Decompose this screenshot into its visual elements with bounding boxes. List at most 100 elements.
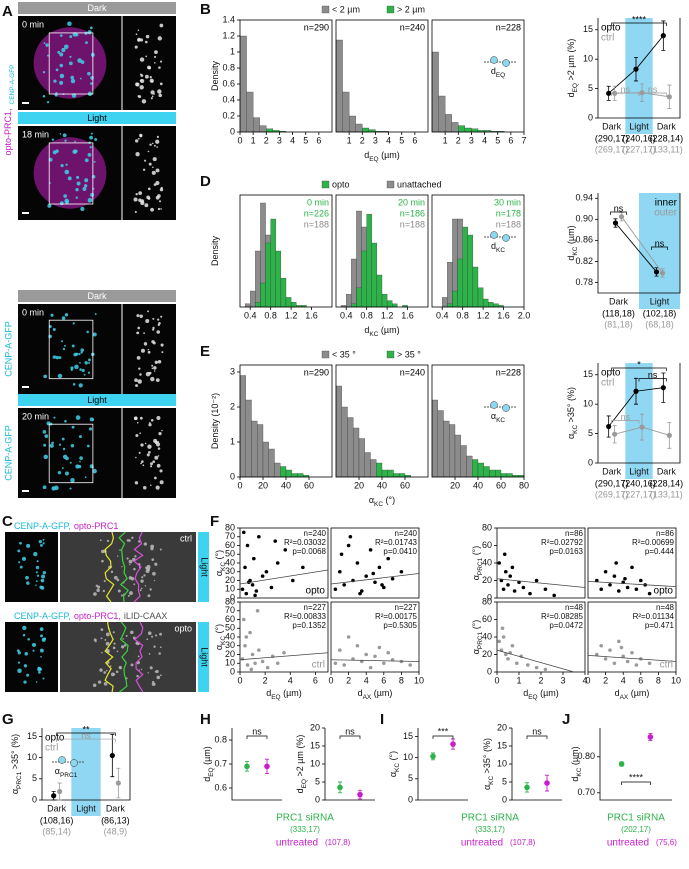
point [243,565,247,570]
point [621,654,625,659]
spot [59,80,64,85]
hist-bar [255,250,261,308]
spot [42,570,47,575]
spot [72,322,75,325]
point [390,576,395,581]
label-part: (µm) [566,225,576,246]
spot [121,645,125,649]
subplot-label: 30 min [494,197,521,207]
condition-bar [18,112,176,124]
point [659,270,666,276]
spot [144,585,147,587]
label-part: KC [369,331,378,338]
hist-bar [381,294,388,308]
axis-label: αPRC1 (°) [471,546,484,581]
stat-label: R²=0.00833 [284,612,327,621]
spot [135,192,138,196]
spot [57,470,62,475]
spot [135,433,139,437]
label-part: d [202,777,212,782]
axis-label: dAX (µm) [358,688,393,701]
spot [116,578,120,582]
spot [76,181,81,186]
x-tick-label: 0 [585,675,590,685]
spot [150,465,153,468]
spot [126,539,130,542]
point [625,659,630,664]
y-tick-label: 60 [482,540,492,550]
spot [87,371,91,374]
spot [147,594,151,598]
hist-bar [477,287,484,308]
sig-bracket [56,738,116,743]
point [257,648,261,652]
point [515,661,519,666]
spot [42,71,46,74]
hist-bar [265,242,271,308]
spot [92,332,97,337]
spot [154,455,159,460]
image-ylabel: CENP-A-GFP [3,321,13,377]
stat-label: R²=0.03032 [284,538,327,547]
spot [74,140,76,143]
x-tick-label: 1 [516,675,521,685]
condition-label: Light [200,647,210,667]
spot [65,163,68,166]
trajectory [104,621,114,693]
spot [81,368,85,373]
x-tick-label: 6 [412,135,417,145]
hist-bar [356,287,362,308]
spot [49,182,51,184]
point [552,593,556,598]
spot [135,82,140,87]
subplot-label: n=228 [496,367,521,377]
axis-label: dEQ >2 µm (%) [566,39,579,98]
subplot-label: n=178 [496,208,521,218]
subplot-label: n=188 [496,219,521,229]
hist-bar [483,466,490,478]
label-part: KC [220,562,227,571]
spot [80,206,85,212]
stat-label: n=48 [565,603,584,612]
hist-bar [371,242,378,308]
spot [87,197,93,203]
x-tick-label: 20 [354,480,364,490]
spot [146,638,149,641]
legend-label: opto [601,368,621,379]
spot [59,133,62,135]
point [338,648,342,652]
spot [103,681,108,686]
axis-label: dEQ (µm) [202,746,215,782]
point [244,591,249,596]
label-part: α [214,645,224,650]
x-tick-label: 1.6 [305,310,318,320]
time-label: 0 min [22,19,44,29]
spot [154,50,158,55]
point [618,761,625,767]
panel-letter: D [200,173,211,190]
label-part: (°) [388,751,398,763]
y-tick-label: 0 [230,471,235,481]
spot [137,29,140,31]
hist-bar [341,406,348,478]
spot [139,432,141,435]
y-tick-label: 0.82 [575,256,593,266]
y-tick-label: 15 [583,369,593,379]
label-part: EQ [496,72,505,79]
stat-label: p=0.0163 [549,547,583,556]
spot [94,313,97,315]
point [368,548,373,552]
stat-label: p=0.444 [645,547,675,556]
panel-letter: B [200,1,211,18]
spot [133,583,136,586]
spot [155,168,160,173]
y-tick-label: 1.4 [222,14,235,24]
label-part: d [566,92,576,97]
x-tick-label: 0 [494,675,499,685]
sig-bracket [56,732,116,736]
hist-bar [364,452,371,478]
legend-label: inner [655,198,678,209]
point [608,583,612,587]
axis-label: αKC (°) [214,624,227,650]
spot [94,640,97,643]
